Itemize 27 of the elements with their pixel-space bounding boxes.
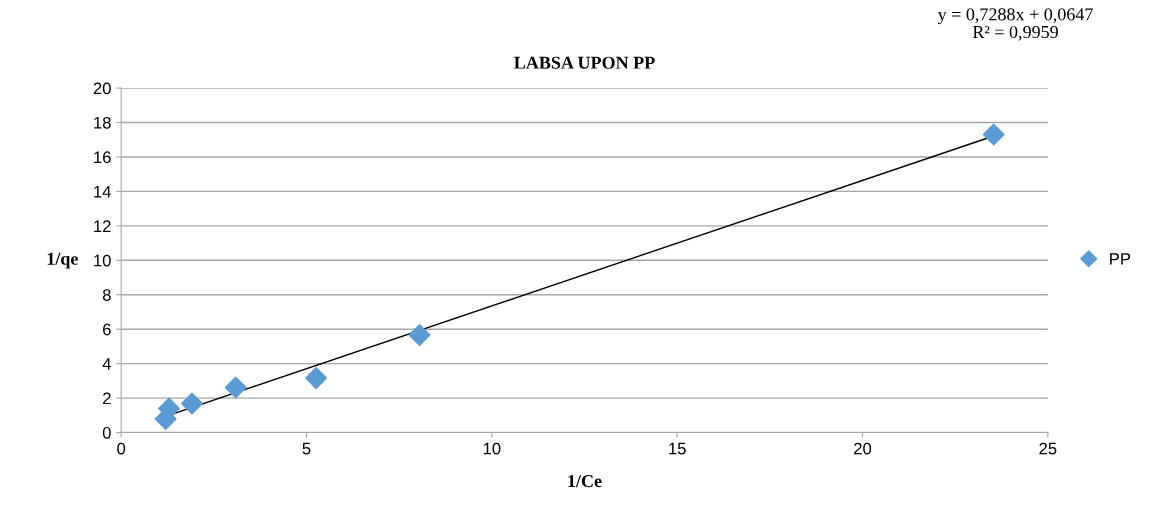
- x-tick-label: 5: [302, 442, 311, 455]
- x-tick-label: 10: [483, 442, 501, 455]
- y-tick-label: 8: [102, 289, 111, 301]
- y-tick-label: 12: [94, 220, 111, 232]
- point: [305, 367, 328, 390]
- x-tick-label: 25: [1039, 442, 1057, 455]
- y-tick-label: 2: [103, 392, 111, 405]
- x-tick-label: 20: [854, 442, 872, 455]
- chart-title: LABSA UPON PP: [514, 56, 655, 69]
- y-tick-label: 14: [94, 185, 111, 198]
- point: [982, 123, 1005, 146]
- y-tick-label: 6: [103, 323, 111, 336]
- y-axis-title: 1/qe: [47, 252, 78, 269]
- x-tick-label: 15: [669, 442, 686, 455]
- point: [224, 376, 247, 399]
- x-tick-label: 0: [117, 442, 126, 455]
- y-tick-label: 10: [94, 254, 111, 267]
- text: y = 0,7288x + 0,0647 R² = 0,9959: [937, 8, 1093, 41]
- y-tick-label: 16: [94, 151, 111, 164]
- y-tick-label: 4: [102, 358, 111, 370]
- point: [408, 324, 431, 347]
- y-tick-label: 20: [93, 82, 111, 95]
- y-tick-label: 0: [102, 426, 111, 439]
- y-tick-label: 18: [94, 116, 111, 129]
- x-axis-title: 1/Ce: [568, 475, 602, 488]
- legend-label: PP: [1110, 253, 1131, 265]
- point: [180, 392, 203, 415]
